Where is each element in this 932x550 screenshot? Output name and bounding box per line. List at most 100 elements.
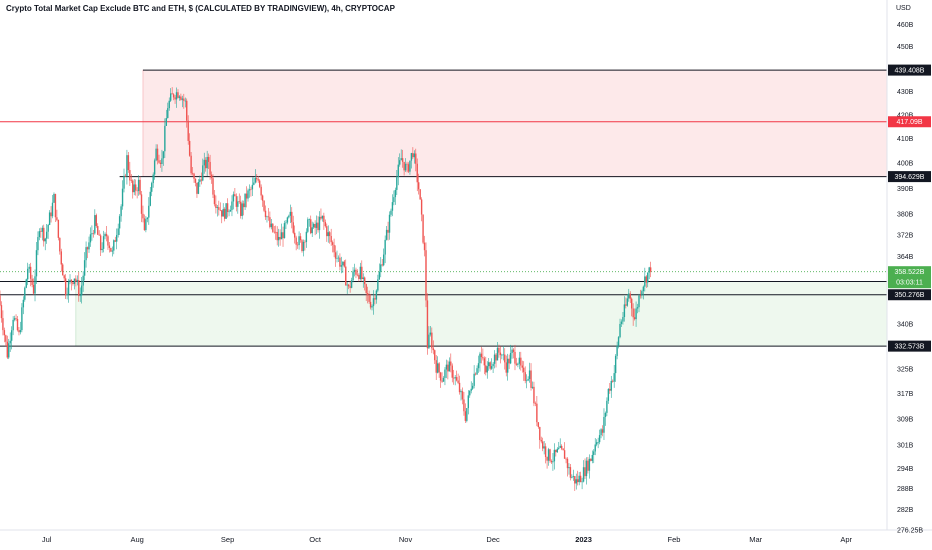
current-price-tag: 358.522B xyxy=(895,269,925,276)
candle-body xyxy=(587,460,589,471)
y-tick-label: 294B xyxy=(897,466,914,473)
candle-body xyxy=(595,442,598,445)
candle-body xyxy=(181,98,184,100)
y-tick-label: 340B xyxy=(897,322,914,329)
candle-body xyxy=(504,354,506,363)
y-tick-label: 317B xyxy=(897,391,914,398)
candle-body xyxy=(97,226,99,235)
candle-body xyxy=(469,390,471,396)
candle-body xyxy=(70,279,73,283)
candle-body xyxy=(190,155,192,174)
candle-body xyxy=(59,237,61,252)
candle-body xyxy=(539,426,541,440)
candle-body xyxy=(79,295,81,297)
level-price-tag-box xyxy=(888,116,931,128)
candle-body xyxy=(493,354,496,364)
candle-body xyxy=(441,380,443,382)
candle-body xyxy=(260,186,262,196)
candle-body xyxy=(285,222,287,224)
candle-body xyxy=(334,252,337,259)
candle-body xyxy=(80,285,83,296)
time-axis[interactable]: Jul Aug Sep Oct Nov Dec 2023 Feb Mar Apr xyxy=(42,535,853,544)
candle-body xyxy=(257,179,259,181)
candle-body xyxy=(550,460,553,463)
candle-body xyxy=(113,240,115,251)
candle-body xyxy=(404,163,407,171)
candle-body xyxy=(247,190,249,199)
candle-body xyxy=(558,447,560,449)
candle-body xyxy=(76,280,79,282)
candle-body xyxy=(375,290,378,300)
candle-body xyxy=(184,100,186,102)
candle-body xyxy=(130,180,132,182)
candle-body xyxy=(124,175,127,177)
candle-body xyxy=(571,476,573,478)
candle-body xyxy=(6,341,8,358)
candle-body xyxy=(237,201,239,207)
candle-body xyxy=(314,223,316,228)
candle-body xyxy=(448,361,451,372)
candle-body xyxy=(263,200,265,211)
candle-body xyxy=(563,450,566,459)
candle-body xyxy=(574,476,576,484)
candle-body xyxy=(369,301,372,308)
candle-body xyxy=(148,205,150,218)
candle-body xyxy=(355,269,357,275)
candle-body xyxy=(639,295,642,297)
candle-body xyxy=(155,148,157,161)
candle-body xyxy=(616,345,618,356)
candle-body xyxy=(139,179,141,195)
candle-body xyxy=(88,242,90,250)
candle-body xyxy=(396,177,398,190)
candle-body xyxy=(197,182,200,194)
candle-body xyxy=(251,184,254,190)
y-tick-label: 288B xyxy=(897,486,914,493)
candle-body xyxy=(212,178,214,195)
candle-body xyxy=(444,369,446,378)
candle-body xyxy=(35,250,38,277)
candle-body xyxy=(413,153,416,158)
y-tick-label: 380B xyxy=(897,212,914,219)
candle-body xyxy=(455,377,458,381)
candle-body xyxy=(506,358,509,373)
candle-body xyxy=(340,265,343,267)
candle-body xyxy=(91,233,93,235)
candle-body xyxy=(137,179,140,191)
candle-body xyxy=(54,193,57,218)
x-tick-label: Jul xyxy=(42,535,52,544)
candle-body xyxy=(517,363,519,365)
candle-body xyxy=(99,235,102,251)
candle-body xyxy=(358,275,360,280)
candle-body xyxy=(73,278,76,285)
candle-body xyxy=(12,319,14,331)
candle-body xyxy=(523,367,525,373)
candle-body xyxy=(649,267,652,272)
candle-body xyxy=(466,408,468,421)
candle-body xyxy=(3,330,6,336)
x-tick-label: 2023 xyxy=(575,535,592,544)
candle-body xyxy=(629,293,631,299)
candle-body xyxy=(590,458,592,461)
candle-body xyxy=(168,100,170,109)
candle-body xyxy=(288,215,290,218)
candle-body xyxy=(368,295,370,302)
candle-body xyxy=(619,323,621,338)
y-tick-label: 325B xyxy=(897,366,914,373)
candle-body xyxy=(400,158,402,161)
price-axis[interactable]: 460B 450B 430B 420B 410B 400B 390B 380B 372B 364B… xyxy=(897,22,923,534)
candle-body xyxy=(581,481,583,483)
candle-body xyxy=(565,458,567,460)
candle-body xyxy=(364,277,366,285)
candle-body xyxy=(530,370,532,388)
candle-body xyxy=(524,372,526,381)
candle-body xyxy=(584,467,586,477)
candle-body xyxy=(0,295,1,306)
candle-body xyxy=(134,184,137,191)
candle-body xyxy=(164,125,166,152)
candle-body xyxy=(537,422,540,427)
candle-body xyxy=(110,247,112,252)
candle-body xyxy=(127,155,130,171)
candle-body xyxy=(511,349,513,354)
candle-body xyxy=(320,216,322,219)
